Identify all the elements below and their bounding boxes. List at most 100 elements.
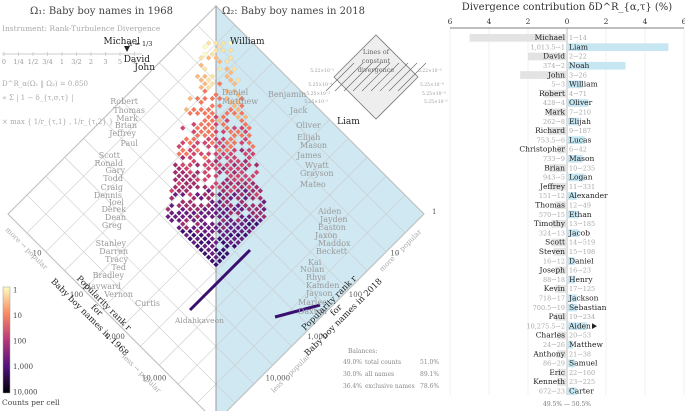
heatmap-cell — [239, 184, 245, 190]
heatmap-cell — [180, 191, 186, 198]
heatmap-cell — [209, 243, 216, 249]
heatmap-cell — [250, 217, 256, 224]
bar-name: Anthony — [532, 349, 565, 358]
name-1968: David — [124, 55, 151, 65]
name-1968: Scott — [99, 151, 121, 160]
heatmap-cell — [253, 169, 260, 176]
heatmap-cell — [187, 95, 193, 102]
heatmap-cell — [191, 151, 197, 157]
bar-rank-label: 88⇀18 — [543, 276, 565, 284]
heatmap-cell — [172, 184, 179, 190]
heatmap-cell — [239, 125, 245, 131]
bar-rank-label: 672⇀23 — [539, 388, 565, 396]
name-1968: Mark — [116, 114, 138, 123]
balance-right-value: 51.0% — [420, 359, 439, 366]
heatmap-cell — [231, 221, 238, 227]
heatmap-cell — [202, 132, 208, 139]
bar-name: Eric — [549, 368, 565, 377]
heatmap-cell — [239, 221, 245, 227]
heatmap-cell — [202, 243, 208, 249]
bar-name: Paul — [549, 312, 566, 321]
heatmap-cell — [180, 213, 186, 220]
heatmap-cell — [198, 62, 204, 69]
heatmap-cell — [228, 69, 234, 76]
balance-label: total counts — [365, 359, 401, 366]
heatmap-cell — [246, 132, 252, 139]
heatmap-cell — [228, 77, 234, 83]
heatmap-cell — [180, 162, 186, 168]
name-2018: Elijah — [297, 133, 320, 142]
heatmap-cell — [202, 236, 208, 242]
heatmap-cell — [246, 206, 252, 213]
bar-rank-label: 324⇀13 — [539, 229, 565, 237]
heatmap-cell — [198, 106, 204, 113]
heatmap-cell — [183, 202, 190, 209]
heatmap-cell — [202, 125, 208, 131]
heatmap-cell — [239, 95, 245, 102]
heatmap-cell — [239, 147, 245, 153]
inset-contour — [370, 62, 400, 92]
alpha-tick-label: 2 — [89, 58, 93, 66]
heatmap-cell — [198, 128, 204, 135]
liam-label: Liam — [337, 117, 360, 127]
bar-name: Oliver — [569, 98, 593, 107]
name-2018: William — [230, 37, 265, 47]
heatmap-cell — [213, 210, 219, 216]
bar-name: Timothy — [534, 219, 566, 228]
heatmap-cell — [224, 221, 230, 227]
formula-line-1: D^R_α(Ω₁ ‖ Ω₂) = 0.850 — [2, 80, 88, 88]
grid-line — [159, 62, 368, 271]
heatmap-cell — [242, 224, 249, 231]
formula-line-2: ∝ Σ | 1 − δ_{τ,σ,τ} | — [2, 94, 74, 102]
heatmap-cell — [187, 169, 193, 176]
heatmap-cell — [216, 169, 223, 176]
instrument-label: Instrument: Rank-Turbulence Divergence — [2, 24, 161, 33]
heatmap-cell — [228, 106, 234, 113]
balance-right-value: 78.6% — [420, 383, 439, 390]
heatmap-cell — [187, 236, 193, 242]
heatmap-cell — [183, 165, 190, 172]
bar-name: Aiden — [568, 321, 591, 330]
name-1968: Dennis — [94, 191, 122, 200]
heatmap-cell — [202, 191, 208, 198]
name-2018: Aiden — [317, 207, 341, 216]
heatmap-cell — [202, 44, 208, 50]
name-1968: Todd — [103, 174, 123, 183]
heatmap-cell — [205, 173, 212, 179]
heatmap-cell — [194, 243, 201, 249]
heatmap-cell — [205, 121, 212, 128]
x-tick-label: 6 — [682, 17, 685, 26]
heatmap-cell — [172, 169, 179, 176]
heatmap-cell — [231, 206, 238, 213]
alpha-slider-handle[interactable] — [124, 46, 130, 52]
heatmap-cell — [213, 224, 219, 231]
heatmap-cell — [168, 188, 175, 194]
heatmap-cell — [165, 206, 171, 213]
colorbar-tick: 1,000 — [13, 363, 33, 371]
alpha-slider[interactable]: 0 1/4 1/2 3/4 1 3/2 2 3 5 ∞ α = 1/3 — [2, 40, 153, 66]
name-2018: Easton — [318, 223, 346, 232]
bar-2018 — [567, 257, 575, 265]
heatmap-cell — [239, 176, 245, 183]
title-1968: Ω₁: Baby boy names in 1968 — [30, 6, 173, 17]
heatmap-cell — [235, 114, 241, 120]
title-2018: Ω₂: Baby boy names in 2018 — [222, 6, 365, 17]
heatmap-cell — [216, 147, 223, 153]
heatmap-cell — [224, 169, 230, 176]
heatmap-cell — [239, 206, 245, 213]
bar-rank-label: 700.5⇀19 — [533, 304, 565, 312]
heatmap-cell — [257, 202, 264, 209]
heatmap-cell — [220, 165, 227, 172]
heatmap-cell — [198, 151, 204, 157]
name-2018: Jaxon — [314, 231, 337, 240]
heatmap-cell — [231, 110, 238, 117]
heatmap-cell — [235, 165, 241, 172]
bar-1968 — [549, 164, 567, 172]
inset-contour — [343, 62, 373, 92]
axis-tick-2018: 10 — [390, 250, 399, 258]
heatmap-cell — [168, 217, 175, 224]
heatmap-cell — [253, 191, 260, 198]
heatmap-cell — [172, 213, 179, 220]
heatmap-cell — [168, 210, 175, 216]
heatmap-cell — [213, 151, 219, 157]
